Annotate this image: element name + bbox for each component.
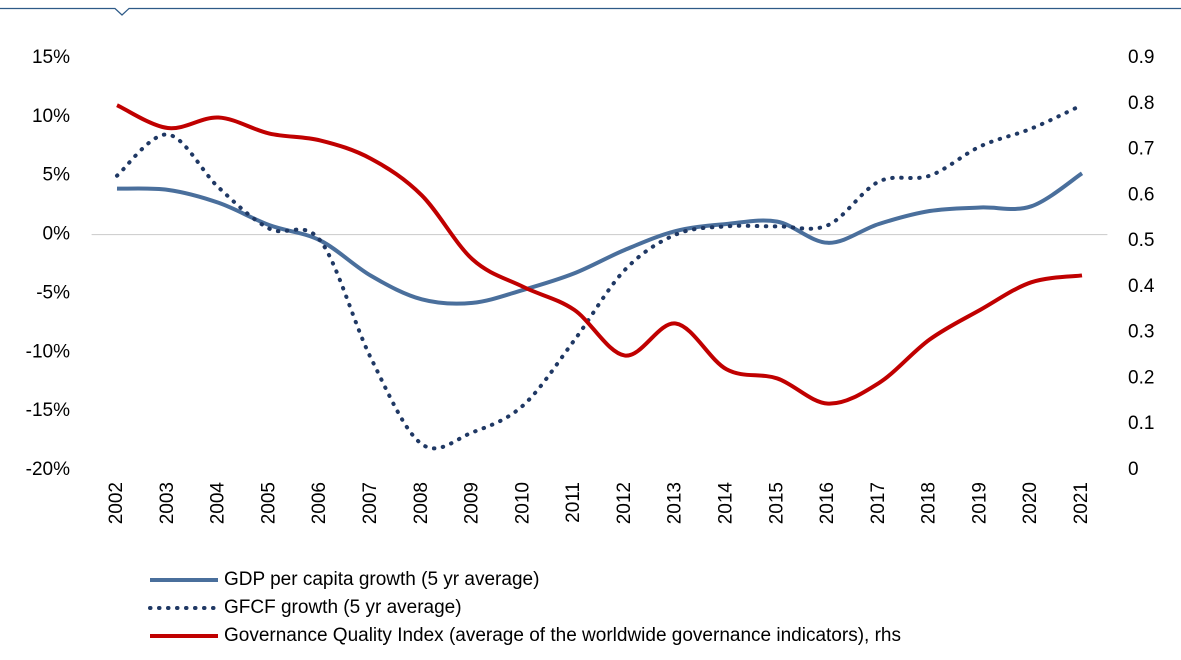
- x-tick-label: 2019: [969, 482, 990, 524]
- x-tick-label: 2006: [309, 482, 330, 524]
- y-tick-label: -5%: [36, 282, 70, 303]
- x-tick-label: 2015: [766, 482, 787, 524]
- legend-label: GFCF growth (5 yr average): [224, 597, 462, 618]
- y2-tick-label: 0.7: [1128, 139, 1154, 160]
- x-tick-label: 2011: [563, 482, 584, 523]
- x-tick-label: 2010: [512, 482, 533, 524]
- x-tick-label: 2008: [411, 482, 432, 524]
- y2-tick-label: 0.4: [1128, 276, 1155, 297]
- series-line: [114, 103, 1085, 451]
- y-tick-label: 5%: [43, 165, 71, 186]
- x-tick-label: 2014: [715, 482, 736, 525]
- x-tick-label: 2018: [919, 482, 940, 524]
- x-tick-label: 2013: [665, 482, 686, 524]
- x-tick-label: 2003: [157, 482, 178, 524]
- y-tick-label: -10%: [26, 341, 70, 362]
- y2-tick-label: 0.8: [1128, 93, 1154, 114]
- y-tick-label: 15%: [32, 47, 70, 68]
- x-tick-label: 2004: [208, 482, 229, 525]
- y2-tick-label: 0.9: [1128, 47, 1154, 68]
- legend-entry: Governance Quality Index (average of the…: [150, 625, 901, 646]
- y-tick-label: 10%: [32, 106, 70, 127]
- y2-tick-label: 0.1: [1128, 413, 1154, 434]
- x-tick-label: 2005: [258, 482, 279, 524]
- y2-tick-label: 0.5: [1128, 230, 1154, 251]
- top-rule: [0, 7, 1181, 16]
- y-tick-label: 0%: [43, 224, 71, 245]
- y2-tick-label: 0.6: [1128, 184, 1154, 205]
- y2-tick-label: 0.2: [1128, 367, 1154, 388]
- x-tick-label: 2021: [1071, 482, 1092, 524]
- x-tick-label: 2017: [868, 482, 889, 524]
- legend-entry: GFCF growth (5 yr average): [148, 597, 462, 618]
- y-tick-label: -15%: [26, 400, 70, 421]
- legend-entry: GDP per capita growth (5 yr average): [150, 569, 539, 590]
- x-tick-label: 2007: [360, 482, 381, 524]
- x-tick-label: 2020: [1020, 482, 1041, 524]
- y2-tick-label: 0.3: [1128, 322, 1154, 343]
- x-tick-label: 2009: [462, 482, 483, 524]
- series-line: [116, 171, 1084, 306]
- x-tick-label: 2002: [106, 482, 127, 524]
- y-tick-label: -20%: [26, 459, 70, 480]
- legend-label: GDP per capita growth (5 yr average): [224, 569, 539, 590]
- legend-label: Governance Quality Index (average of the…: [224, 625, 901, 646]
- series-line: [116, 103, 1083, 406]
- x-tick-label: 2016: [817, 482, 838, 524]
- y2-tick-label: 0: [1128, 459, 1139, 480]
- x-tick-label: 2012: [614, 482, 635, 524]
